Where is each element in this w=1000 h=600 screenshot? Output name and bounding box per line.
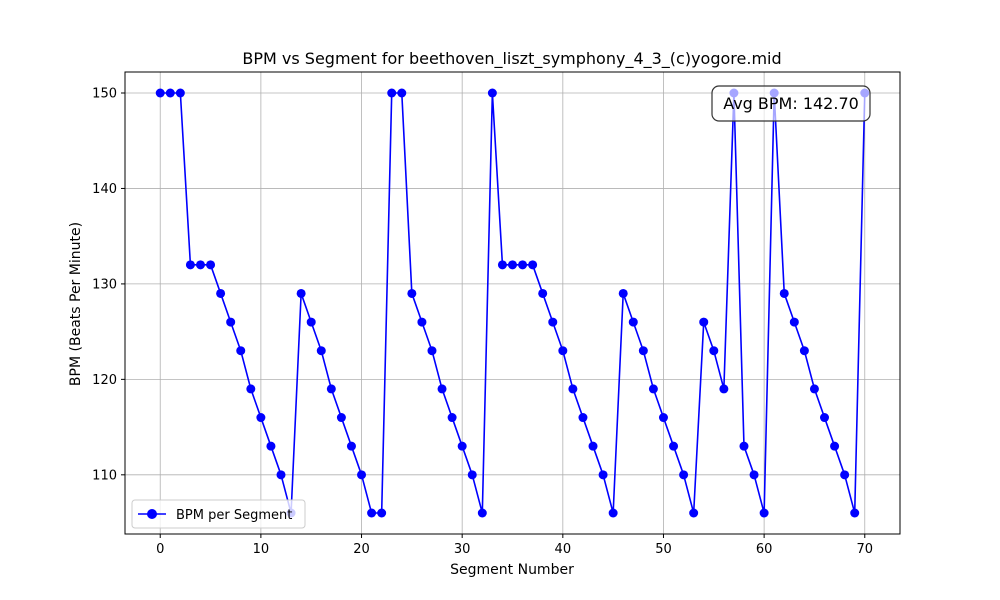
data-point xyxy=(628,317,638,327)
data-point xyxy=(377,508,387,518)
data-point xyxy=(246,384,256,394)
grid-lines xyxy=(125,72,900,534)
data-point xyxy=(226,317,236,327)
x-axis-label: Segment Number xyxy=(450,562,574,578)
y-axis-label: BPM (Beats Per Minute) xyxy=(68,222,84,386)
data-point xyxy=(437,384,447,394)
data-point xyxy=(578,413,588,423)
data-point xyxy=(508,260,517,270)
data-point xyxy=(487,88,497,98)
data-point xyxy=(759,508,769,518)
data-point xyxy=(648,384,658,394)
y-tick-label: 110 xyxy=(92,468,117,483)
legend-label: BPM per Segment xyxy=(176,508,292,523)
annotation-box: Avg BPM: 142.70 xyxy=(711,85,871,122)
data-point xyxy=(336,413,346,423)
data-point xyxy=(417,317,427,327)
data-point xyxy=(306,317,316,327)
data-point xyxy=(568,384,578,394)
chart-title: BPM vs Segment for beethoven_liszt_symph… xyxy=(242,49,781,69)
data-point xyxy=(407,288,417,298)
data-point xyxy=(367,508,377,518)
avg-bpm-label: Avg BPM: 142.70 xyxy=(723,94,859,113)
data-point xyxy=(588,441,598,451)
data-point xyxy=(658,413,668,423)
data-point xyxy=(719,384,729,394)
data-point xyxy=(799,346,809,356)
y-tick-label: 120 xyxy=(92,373,117,388)
legend-marker-swatch xyxy=(147,509,157,519)
data-point xyxy=(548,317,558,327)
data-point xyxy=(467,470,477,480)
data-point xyxy=(739,441,749,451)
data-point xyxy=(185,260,195,270)
y-tick-label: 140 xyxy=(92,182,117,197)
data-point xyxy=(397,88,407,98)
x-tick-label: 40 xyxy=(555,542,572,557)
data-point xyxy=(618,288,628,298)
x-tick-label: 60 xyxy=(756,542,773,557)
x-tick-label: 20 xyxy=(353,542,370,557)
y-tick-label: 130 xyxy=(92,277,117,292)
axis-ticks: 0 10 20 30 40 50 60 70 110 120 130 140 150 xyxy=(92,87,873,558)
legend-frame xyxy=(131,499,306,529)
data-point xyxy=(608,508,618,518)
x-tick-label: 50 xyxy=(655,542,672,557)
data-point xyxy=(175,88,185,98)
data-point xyxy=(809,384,819,394)
y-tick-label: 150 xyxy=(92,87,117,102)
data-point xyxy=(457,441,467,451)
data-point xyxy=(357,470,367,480)
data-point xyxy=(528,260,538,270)
data-point xyxy=(427,346,437,356)
data-point xyxy=(689,508,699,518)
data-point xyxy=(820,413,830,423)
data-point xyxy=(206,260,216,270)
data-point xyxy=(840,470,850,480)
data-point xyxy=(346,441,356,451)
data-point xyxy=(195,260,205,270)
data-point xyxy=(256,413,266,423)
data-point xyxy=(497,260,507,270)
data-point xyxy=(216,288,226,298)
data-point xyxy=(669,441,679,451)
data-point xyxy=(830,441,840,451)
data-point xyxy=(538,288,548,298)
data-point xyxy=(518,260,528,270)
data-point xyxy=(789,317,799,327)
data-point xyxy=(387,88,397,98)
data-point xyxy=(638,346,648,356)
x-tick-label: 30 xyxy=(454,542,471,557)
data-point xyxy=(477,508,487,518)
data-point xyxy=(558,346,568,356)
data-point xyxy=(598,470,608,480)
data-point xyxy=(316,346,326,356)
data-point xyxy=(236,346,246,356)
data-point xyxy=(679,470,689,480)
data-point xyxy=(779,288,789,298)
x-tick-label: 10 xyxy=(253,542,270,557)
data-point xyxy=(296,288,306,298)
data-point xyxy=(276,470,286,480)
data-point xyxy=(266,441,276,451)
data-point xyxy=(709,346,719,356)
data-point xyxy=(155,88,165,98)
data-point xyxy=(165,88,175,98)
annotation-frame xyxy=(711,85,871,122)
plot-frame xyxy=(124,71,901,535)
data-point xyxy=(749,470,759,480)
legend: BPM per Segment xyxy=(131,499,306,529)
x-tick-label: 0 xyxy=(156,542,164,557)
data-point xyxy=(850,508,860,518)
data-point xyxy=(326,384,336,394)
data-point xyxy=(447,413,457,423)
x-tick-label: 70 xyxy=(856,542,873,557)
data-point xyxy=(699,317,709,327)
